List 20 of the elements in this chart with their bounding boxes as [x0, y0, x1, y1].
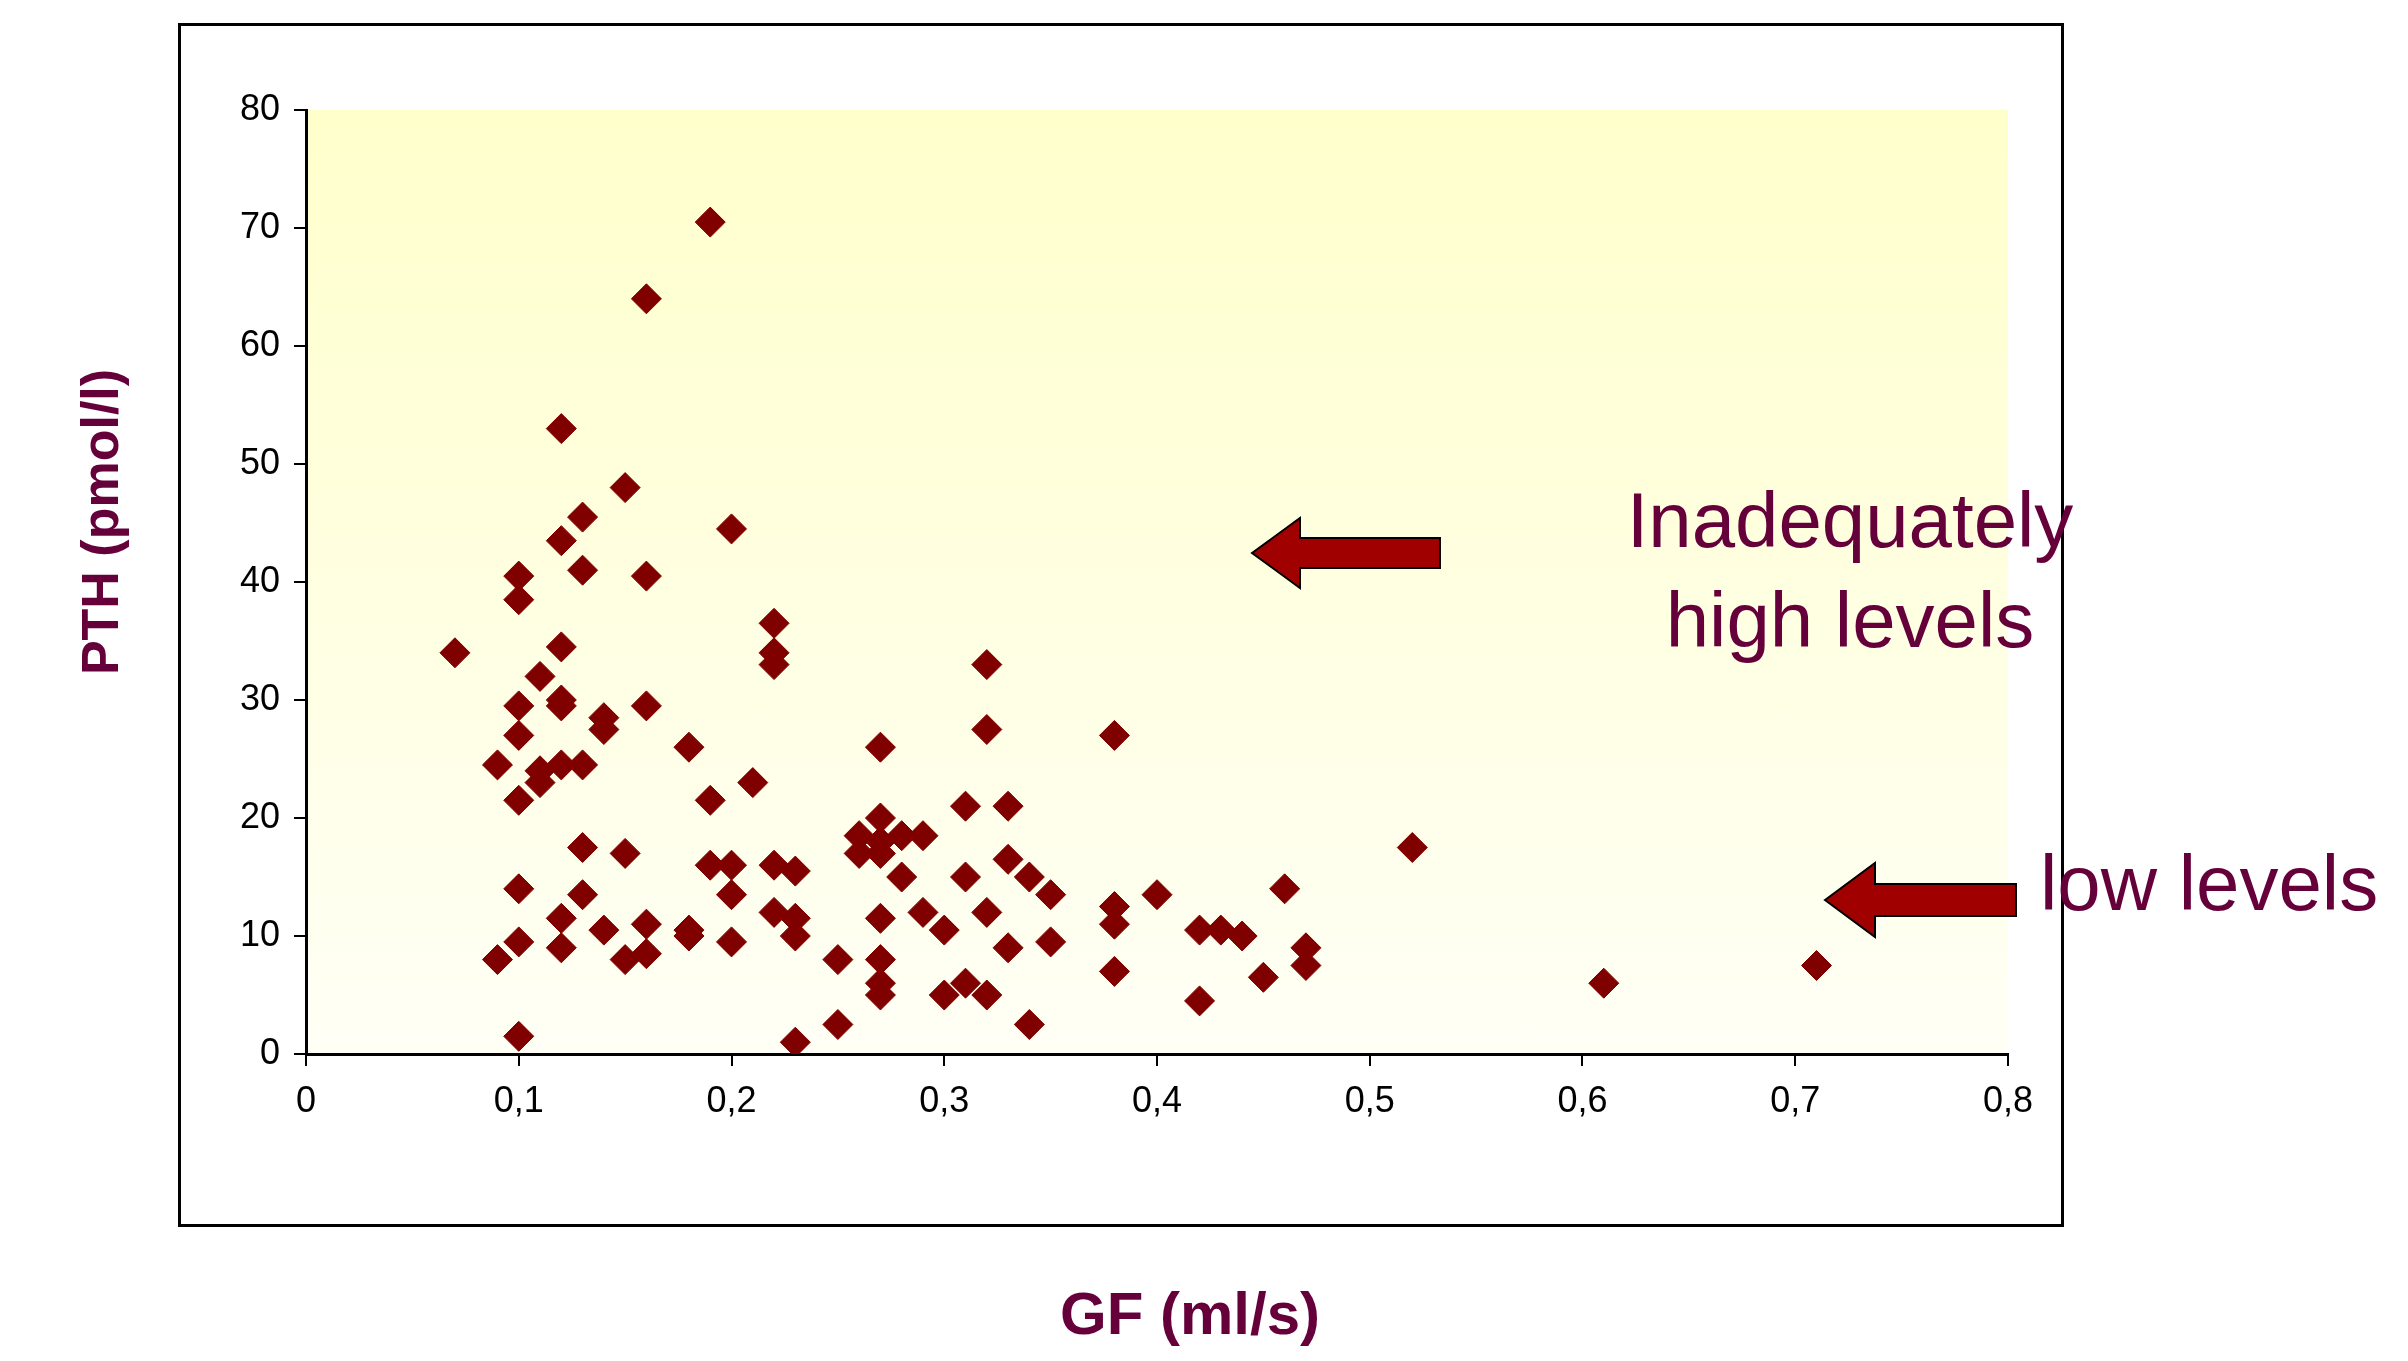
y-tick-label: 70: [239, 204, 280, 246]
y-tick-label: 20: [239, 794, 280, 836]
y-tick-label: 30: [239, 676, 280, 718]
y-tick-label: 10: [239, 912, 280, 954]
y-tick-label: 60: [239, 322, 280, 364]
x-tick-label: 0,2: [706, 1078, 757, 1120]
y-tick-label: 0: [259, 1030, 280, 1072]
y-tick-label: 50: [239, 440, 280, 482]
y-tick-label: 80: [239, 86, 280, 128]
x-tick-label: 0,4: [1131, 1078, 1183, 1120]
x-tick-label: 0,5: [1344, 1078, 1395, 1120]
x-tick-label: 0,1: [493, 1078, 544, 1120]
x-tick-label: 0,8: [1982, 1078, 2034, 1120]
y-tick-label: 40: [239, 558, 280, 600]
y-axis-title: PTH (pmol/l): [70, 368, 130, 676]
x-tick-label: 0,3: [919, 1078, 970, 1120]
x-tick-label: 0,6: [1557, 1078, 1608, 1120]
x-tick-label: 0,7: [1770, 1078, 1821, 1120]
x-tick-label: 0: [295, 1078, 317, 1120]
x-axis-title: GF (ml/s): [1059, 1278, 1321, 1348]
